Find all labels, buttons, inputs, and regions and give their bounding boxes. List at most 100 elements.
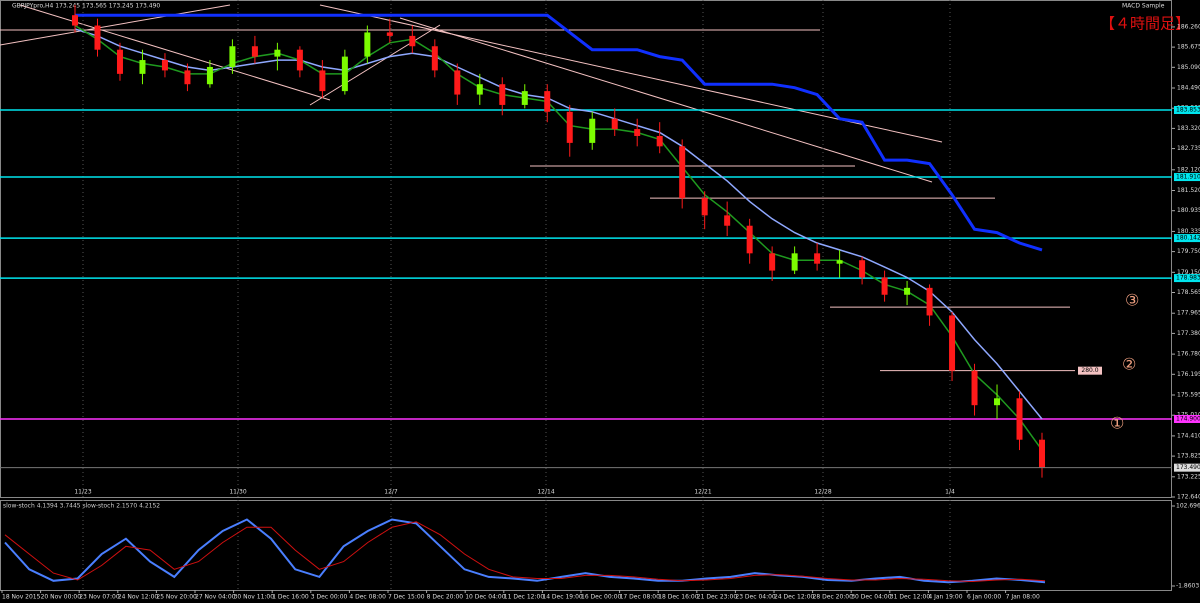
candle-body [566,111,573,143]
week-label: 12/7 [384,489,398,496]
time-label: 11 Dec 12:00 [504,594,545,601]
level-label-box [1174,173,1200,182]
week-label: 12/14 [537,489,554,496]
wave-marker: ② [1122,355,1136,374]
time-label: 10 Dec 04:00 [465,594,506,601]
time-label: 24 Dec 12:00 [774,594,815,601]
time-label: 7 Jan 08:00 [1006,594,1040,601]
annotation-box [1078,366,1102,375]
time-label: 23 Nov 07:00 [79,594,120,601]
level-label: 174.900 [1176,415,1200,422]
candle-body [72,15,78,26]
candle-body [409,35,416,47]
wave-marker: ① [1110,414,1124,433]
candle-body [184,70,191,85]
y-tick-label: 175.595 [1177,392,1200,399]
timeframe-label: 【４時間足】 [1100,15,1190,33]
trend-line [309,24,441,106]
time-label: 24 Nov 12:00 [118,594,159,601]
candle-body [656,135,663,147]
candle-body [319,70,326,92]
stoch-line [4,518,1046,584]
candle-body [1039,439,1045,468]
week-label: 11/30 [229,489,246,496]
week-label: 12/28 [814,489,831,496]
level-label-box [1174,234,1200,243]
level-label: 178.983 [1176,275,1200,282]
y-tick-label: 186.260 [1177,23,1200,30]
y-tick-label: 184.490 [1177,85,1200,92]
y-tick-label: 181.520 [1177,187,1200,194]
candle-body [746,225,753,254]
time-label: 18 Nov 2015 [2,594,41,601]
time-label: 1 Dec 16:00 [272,594,309,601]
candle-body [341,56,348,92]
time-label: 4 Dec 08:00 [349,594,386,601]
time-label: 14 Dec 19:00 [542,594,583,601]
candle-body [1016,398,1023,440]
y-tick-label: 173.225 [1177,473,1200,480]
wave-marker: ③ [1125,291,1139,310]
candle-body [926,287,933,316]
time-label: 4 Jan 19:00 [928,594,962,601]
y-tick-label: 185.675 [1177,44,1200,51]
time-label: 17 Dec 08:00 [620,594,661,601]
y-tick-label: 176.780 [1177,351,1200,358]
candle-body [161,60,168,71]
main-frame [0,0,1172,498]
y-tick-label: 176.195 [1177,371,1200,378]
candle-body [364,32,371,57]
y-tick-label: 173.825 [1177,453,1200,460]
candle-body [994,398,1001,406]
time-label: 28 Dec 20:00 [813,594,854,601]
candle-body [971,370,978,406]
time-label: 3 Dec 00:00 [311,594,348,601]
candle-body [904,287,911,295]
overlay-line [74,24,1043,451]
candle-body [859,260,866,278]
candle-body [814,253,821,264]
week-label: 1/4 [945,489,955,496]
stoch-title: slow-stoch 4.1394 3.7445 slow-stoch 2.15… [3,503,160,510]
y-tick-label: 177.380 [1177,330,1200,337]
time-label: 16 Dec 00:00 [581,594,622,601]
y-tick-label: 182.120 [1177,166,1200,173]
stoch-line [4,521,1046,583]
sub-y-tick-label: -1.8603 [1176,583,1199,590]
week-label: 12/21 [694,489,711,496]
annotation: 280.0 [1081,367,1098,374]
level-label: 180.142 [1176,235,1200,242]
candle-body [724,215,731,226]
candle-body [386,32,393,36]
y-tick-label: 174.410 [1177,432,1200,439]
candle-body [589,118,596,143]
time-label: 18 Dec 16:00 [658,594,699,601]
y-tick-label: 182.735 [1177,145,1200,152]
candle-body [454,70,461,95]
candle-body [544,91,551,112]
candle-body [791,253,798,271]
candle-body [296,49,303,71]
time-label: 7 Dec 15:00 [388,594,425,601]
y-tick-label: 180.935 [1177,207,1200,214]
time-label: 27 Nov 04:00 [195,594,236,601]
time-label: 8 Dec 20:00 [427,594,464,601]
trend-line [0,4,231,46]
indicator-name: MACD Sample [1122,3,1165,10]
trend-line [399,17,933,183]
candle-body [229,46,236,67]
y-tick-label: 185.090 [1177,64,1200,71]
time-label: 30 Dec 04:00 [851,594,892,601]
level-label: 183.853 [1176,106,1200,113]
candle-body [431,46,438,71]
time-label: 20 Nov 00:00 [41,594,82,601]
last-price-label: 173.490 [1176,464,1200,471]
candle-body [881,277,888,295]
candle-body [274,49,281,57]
candle-body [836,260,843,264]
level-label: 181.910 [1176,174,1200,181]
candle-body [634,129,641,136]
candle-body [679,146,686,199]
candle-body [206,66,213,85]
candle-body [251,46,258,57]
